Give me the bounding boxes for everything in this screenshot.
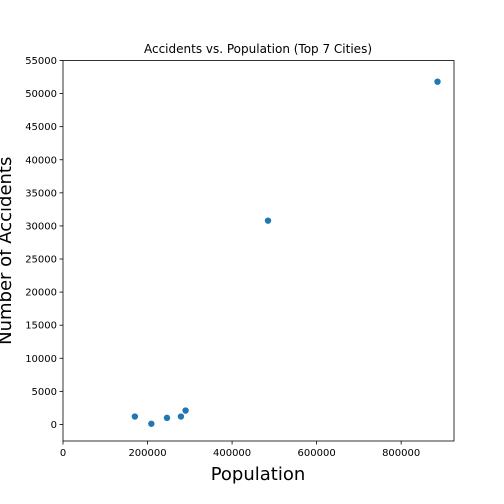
- y-tick-label: 40000: [25, 155, 57, 166]
- data-point: [148, 420, 155, 427]
- x-tick-label: 400000: [213, 448, 251, 459]
- y-tick-label: 55000: [25, 56, 57, 67]
- x-tick-label: 600000: [298, 448, 336, 459]
- data-point: [264, 217, 272, 224]
- x-tick-label: 800000: [382, 448, 420, 459]
- data-point: [131, 413, 139, 420]
- x-tick-label: 200000: [128, 448, 166, 459]
- y-tick-label: 20000: [25, 288, 57, 299]
- y-tick-label: 10000: [25, 354, 57, 365]
- points-layer: [131, 78, 441, 427]
- y-axis-ticks: 0 5000 10000 15000 20000 25000 30000 35000 40000…: [25, 56, 63, 431]
- axes-frame: [62, 60, 455, 442]
- data-point: [182, 407, 189, 414]
- y-tick-label: 25000: [25, 255, 57, 266]
- y-tick-label: 5000: [32, 387, 57, 398]
- chart-title: Accidents vs. Population (Top 7 Cities): [144, 42, 372, 56]
- y-tick-label: 35000: [25, 188, 57, 199]
- data-point: [163, 414, 171, 422]
- y-axis-label: Number of Accidents: [0, 157, 16, 345]
- x-tick-label: 0: [60, 448, 66, 459]
- data-point: [434, 78, 441, 85]
- x-axis-ticks: 0 200000 400000 600000 800000: [60, 441, 420, 459]
- y-tick-label: 50000: [25, 89, 57, 100]
- y-tick-label: 15000: [25, 321, 57, 332]
- data-point: [177, 413, 185, 420]
- y-tick-label: 45000: [25, 122, 57, 133]
- y-tick-label: 0: [51, 420, 57, 431]
- y-tick-label: 30000: [25, 221, 57, 232]
- x-axis-label: Population: [211, 464, 306, 485]
